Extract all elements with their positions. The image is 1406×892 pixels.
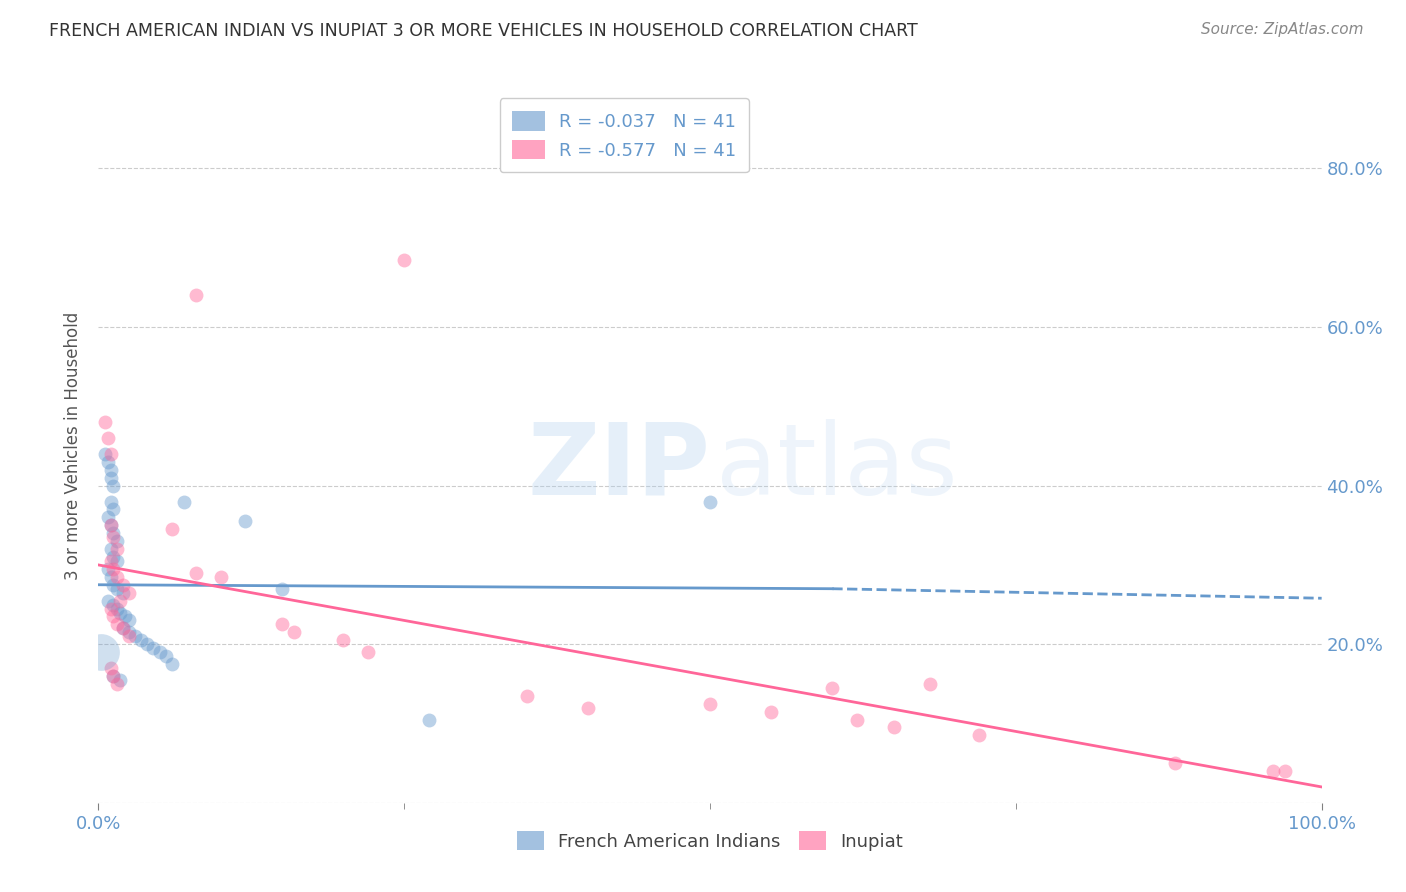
Point [101, 669, 124, 683]
Point [392, 252, 416, 267]
Point [111, 585, 134, 599]
Point [209, 570, 232, 584]
Point [114, 609, 136, 624]
Point [332, 633, 354, 648]
Point [93, 415, 115, 429]
Point [142, 641, 165, 656]
Y-axis label: 3 or more Vehicles in Household: 3 or more Vehicles in Household [65, 312, 83, 580]
Point [100, 554, 122, 568]
Point [920, 677, 942, 691]
Point [100, 494, 122, 508]
Point [699, 697, 721, 711]
Point [101, 502, 124, 516]
Point [515, 689, 537, 703]
Point [100, 463, 122, 477]
Point [160, 657, 183, 671]
Point [845, 713, 868, 727]
Point [101, 598, 124, 612]
Point [100, 471, 122, 485]
Point [356, 645, 378, 659]
Point [761, 705, 783, 719]
Point [101, 578, 124, 592]
Point [1164, 756, 1187, 771]
Point [101, 530, 124, 544]
Point [97, 455, 120, 469]
Point [105, 617, 128, 632]
Point [100, 570, 122, 584]
Point [1261, 764, 1284, 778]
Point [149, 645, 172, 659]
Text: Source: ZipAtlas.com: Source: ZipAtlas.com [1201, 22, 1364, 37]
Point [101, 669, 124, 683]
Legend: French American Indians, Inupiat: French American Indians, Inupiat [510, 824, 910, 858]
Point [90, 645, 112, 659]
Point [110, 673, 132, 687]
Point [111, 621, 134, 635]
Point [118, 614, 141, 628]
Point [105, 677, 128, 691]
Point [136, 637, 159, 651]
Point [101, 562, 124, 576]
Point [101, 478, 124, 492]
Point [93, 447, 115, 461]
Point [111, 621, 134, 635]
Point [967, 728, 990, 742]
Point [699, 494, 721, 508]
Point [97, 562, 120, 576]
Point [173, 494, 195, 508]
Point [100, 542, 122, 557]
Point [105, 601, 128, 615]
Point [110, 606, 132, 620]
Point [100, 661, 122, 675]
Point [883, 721, 905, 735]
Point [105, 554, 128, 568]
Point [97, 510, 120, 524]
Point [100, 601, 122, 615]
Point [283, 625, 305, 640]
Text: ZIP: ZIP [527, 419, 710, 516]
Point [101, 526, 124, 541]
Point [118, 625, 141, 640]
Point [97, 593, 120, 607]
Point [576, 700, 599, 714]
Point [233, 514, 256, 528]
Point [100, 518, 122, 533]
Point [97, 431, 120, 445]
Point [186, 288, 208, 302]
Point [1274, 764, 1296, 778]
Point [101, 609, 124, 624]
Point [101, 549, 124, 564]
Point [100, 518, 122, 533]
Text: atlas: atlas [716, 419, 957, 516]
Point [270, 582, 294, 596]
Point [270, 617, 294, 632]
Point [129, 633, 152, 648]
Point [110, 593, 132, 607]
Point [118, 585, 141, 599]
Point [100, 447, 122, 461]
Point [118, 629, 141, 643]
Point [105, 582, 128, 596]
Point [105, 534, 128, 549]
Point [105, 570, 128, 584]
Point [155, 649, 177, 664]
Point [821, 681, 844, 695]
Point [124, 629, 146, 643]
Point [111, 578, 134, 592]
Point [418, 713, 440, 727]
Point [160, 522, 183, 536]
Point [105, 542, 128, 557]
Text: FRENCH AMERICAN INDIAN VS INUPIAT 3 OR MORE VEHICLES IN HOUSEHOLD CORRELATION CH: FRENCH AMERICAN INDIAN VS INUPIAT 3 OR M… [49, 22, 918, 40]
Point [186, 566, 208, 580]
